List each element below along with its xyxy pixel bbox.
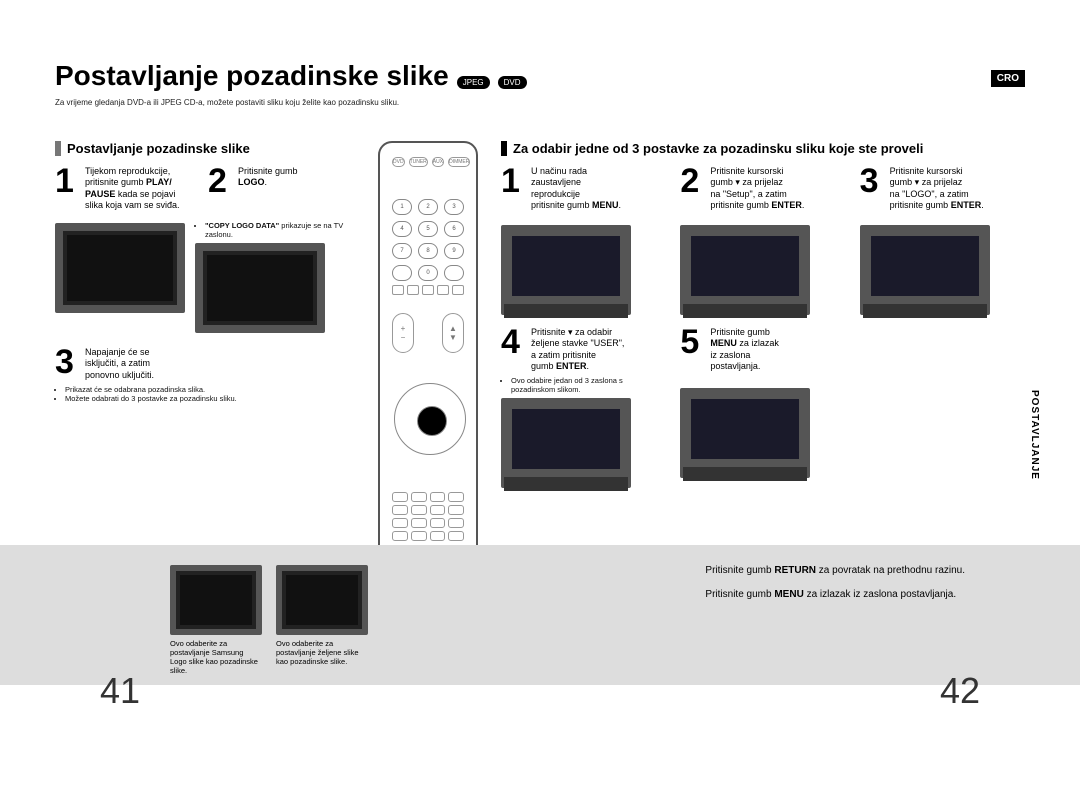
right-section-title: Za odabir jedne od 3 postavke za pozadin… [501, 141, 1025, 156]
tv-screenshot [276, 565, 368, 635]
step2-note: "COPY LOGO DATA" prikazuje se na TV zasl… [195, 221, 355, 239]
remote-num: 4 [392, 221, 412, 237]
remote-column: DVD TUNER AUX DIMMER 1 2 3 4 5 6 7 8 9 0 [373, 141, 483, 561]
step-number: 1 [55, 166, 81, 211]
step-text: Napajanje će se isključiti, a zatim pono… [85, 347, 154, 381]
tv-screenshot [501, 225, 631, 315]
tv-screenshot [501, 398, 631, 488]
step4-note: Ovo odabire jedan od 3 zaslona s pozadin… [501, 376, 666, 394]
remote-num: 8 [418, 243, 438, 259]
step3-notes: Prikazat će se odabrana pozadinska slika… [55, 385, 355, 403]
remote-btn: AUX [432, 157, 444, 167]
tv-screenshot [860, 225, 990, 315]
remote-btn: DVD [392, 157, 405, 167]
tv-screenshot [55, 223, 185, 313]
remote-num: 7 [392, 243, 412, 259]
tv-screenshot [195, 243, 325, 333]
remote-num: 6 [444, 221, 464, 237]
step-text: Tijekom reprodukcije, pritisnite gumb PL… [85, 166, 180, 211]
remote-num: 3 [444, 199, 464, 215]
remote-num: 5 [418, 221, 438, 237]
band-item-2: Ovo odaberite za postavljanje željene sl… [276, 559, 368, 675]
tv-screenshot [680, 225, 810, 315]
remote-num [392, 265, 412, 281]
remote-dpad [394, 383, 466, 455]
caption: Ovo odaberite za postavljanje željene sl… [276, 639, 368, 666]
remote-control: DVD TUNER AUX DIMMER 1 2 3 4 5 6 7 8 9 0 [378, 141, 478, 561]
remote-num: 1 [392, 199, 412, 215]
left-step-1: 1 Tijekom reprodukcije, pritisnite gumb … [55, 166, 200, 211]
right-step-2: 2 Pritisnite kursorski gumb za prijelaz … [680, 166, 845, 211]
tv-screenshot [170, 565, 262, 635]
badge-dvd: DVD [498, 76, 527, 89]
remote-btn: TUNER [409, 157, 428, 167]
right-step-5: 5 Pritisnite gumb MENU za izlazak iz zas… [680, 327, 845, 372]
title-row: Postavljanje pozadinske slike JPEG DVD C… [55, 60, 1025, 92]
band-info: Pritisnite gumb RETURN za povratak na pr… [705, 559, 1025, 607]
side-tab: POSTAVLJANJE [1029, 390, 1040, 480]
right-step-1: 1 U načinu rada zaustavljene reprodukcij… [501, 166, 666, 211]
page-number-right: 42 [940, 670, 980, 712]
remote-num: 9 [444, 243, 464, 259]
right-column: Za odabir jedne od 3 postavke za pozadin… [501, 141, 1025, 561]
left-step-2: 2 Pritisnite gumb LOGO. [208, 166, 353, 211]
step-number: 2 [208, 166, 234, 211]
remote-num [444, 265, 464, 281]
remote-btn: DIMMER [448, 157, 470, 167]
tv-screenshot [680, 388, 810, 478]
remote-num: 2 [418, 199, 438, 215]
lang-badge: CRO [991, 70, 1025, 87]
left-step-3: 3 Napajanje će se isključiti, a zatim po… [55, 347, 355, 381]
right-step-4: 4 Pritisnite za odabir željene stavke "U… [501, 327, 666, 372]
step-text: Pritisnite gumb LOGO. [238, 166, 298, 211]
remote-num: 0 [418, 265, 438, 281]
left-section-title: Postavljanje pozadinske slike [55, 141, 355, 156]
page-number-left: 41 [100, 670, 140, 712]
caption: Ovo odaberite za postavljanje Samsung Lo… [170, 639, 262, 675]
step-number: 3 [55, 347, 81, 381]
left-column: Postavljanje pozadinske slike 1 Tijekom … [55, 141, 355, 561]
right-step-3: 3 Pritisnite kursorski gumb za prijelaz … [860, 166, 1025, 211]
band-item-1: Ovo odaberite za postavljanje Samsung Lo… [170, 559, 262, 675]
badge-jpeg: JPEG [457, 76, 490, 89]
bottom-band: Ovo odaberite za postavljanje Samsung Lo… [0, 545, 1080, 685]
page-title: Postavljanje pozadinske slike [55, 60, 449, 92]
intro-text: Za vrijeme gledanja DVD-a ili JPEG CD-a,… [55, 98, 1025, 107]
manual-spread: Postavljanje pozadinske slike JPEG DVD C… [55, 60, 1025, 561]
